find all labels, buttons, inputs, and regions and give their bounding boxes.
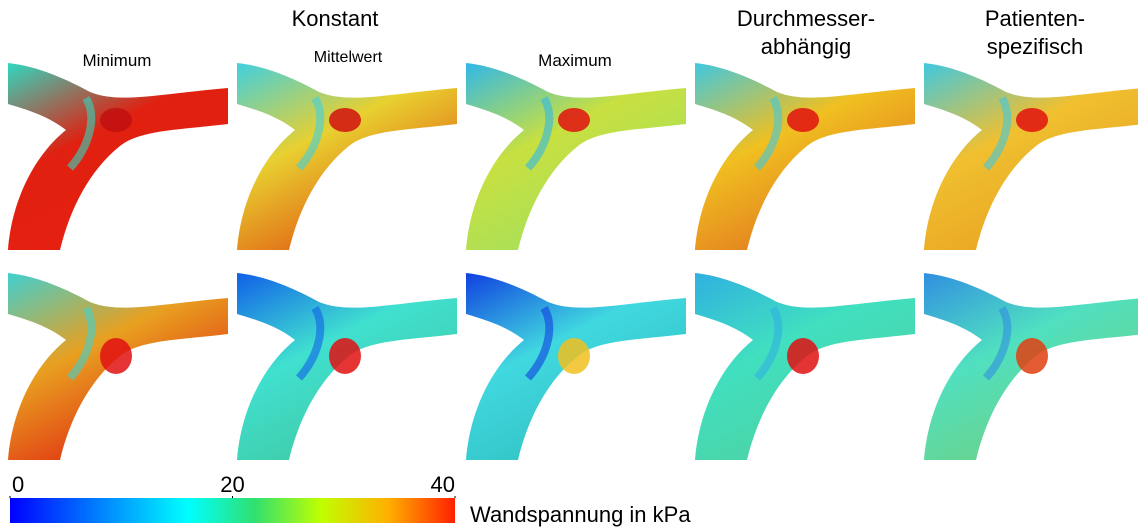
column-label: spezifisch <box>987 34 1084 59</box>
vessel-shading <box>982 95 1012 171</box>
vessel-surface <box>695 273 915 460</box>
vessel <box>466 273 686 460</box>
vessel-surface <box>466 63 686 250</box>
vessel-surface <box>466 273 686 460</box>
column-label: abhängig <box>761 34 852 59</box>
stress-hotspot <box>100 108 132 132</box>
stress-hotspot <box>100 338 132 374</box>
vessel <box>8 273 228 460</box>
vessel <box>924 273 1138 460</box>
stress-hotspot <box>329 108 361 132</box>
vessel-surface <box>695 63 915 250</box>
vessel <box>237 63 457 250</box>
stress-hotspot <box>787 108 819 132</box>
column-label: Patienten- <box>985 6 1085 31</box>
vessel <box>237 273 457 460</box>
stress-hotspot <box>1016 108 1048 132</box>
colorbar-tick-label: 40 <box>431 472 455 497</box>
vessel-surface <box>8 273 228 460</box>
stress-hotspot <box>558 108 590 132</box>
vessel <box>695 63 915 250</box>
vessel-shading <box>66 95 96 171</box>
vessel-shading <box>524 95 554 171</box>
vessel-shading <box>295 95 325 171</box>
stress-hotspot <box>558 338 590 374</box>
vessel-surface <box>924 273 1138 460</box>
column-label: Durchmesser- <box>737 6 875 31</box>
vessel-surface <box>8 63 228 250</box>
vessel-surface <box>924 63 1138 250</box>
vessel <box>466 63 686 250</box>
column-label: Maximum <box>538 51 612 70</box>
vessel <box>924 63 1138 250</box>
vessel-shading <box>524 305 554 381</box>
stress-hotspot <box>787 338 819 374</box>
group-title: Konstant <box>292 6 379 31</box>
vessel <box>8 63 228 250</box>
colorbar-tick-label: 20 <box>220 472 244 497</box>
vessel-shading <box>982 305 1012 381</box>
vessel-shading <box>295 305 325 381</box>
stress-hotspot <box>1016 338 1048 374</box>
colorbar-tick-label: 0 <box>12 472 24 497</box>
stress-hotspot <box>329 338 361 374</box>
colorbar <box>10 498 455 523</box>
vessel-shading <box>753 95 783 171</box>
vessel-shading <box>66 305 96 381</box>
vessel-surface <box>237 63 457 250</box>
vessel-shading <box>753 305 783 381</box>
column-label: Minimum <box>83 51 152 70</box>
vessel-surface <box>237 273 457 460</box>
colorbar-label: Wandspannung in kPa <box>470 502 691 527</box>
column-label: Mittelwert <box>314 49 383 66</box>
vessel <box>695 273 915 460</box>
